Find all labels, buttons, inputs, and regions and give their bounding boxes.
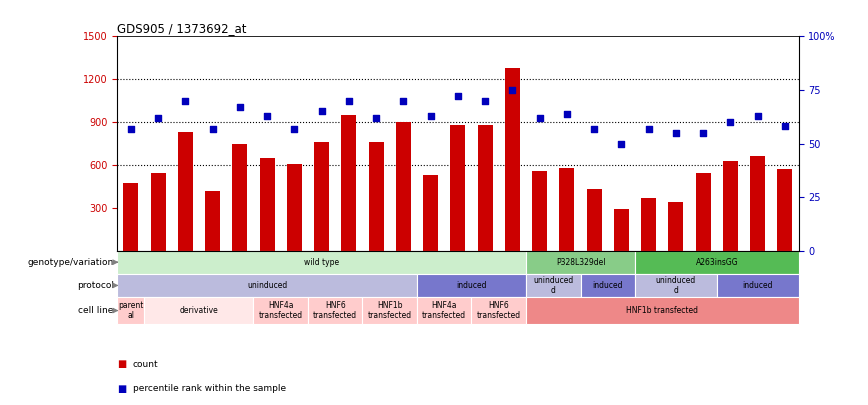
Point bbox=[588, 125, 602, 132]
Text: HNF6
transfected: HNF6 transfected bbox=[313, 301, 358, 320]
Bar bbox=[614, 209, 629, 251]
Text: HNF4a
transfected: HNF4a transfected bbox=[422, 301, 466, 320]
Point bbox=[424, 113, 437, 119]
Point bbox=[287, 125, 301, 132]
Point bbox=[778, 123, 792, 130]
Bar bbox=[123, 183, 138, 251]
Bar bbox=[417, 297, 471, 324]
Text: HNF6
transfected: HNF6 transfected bbox=[477, 301, 521, 320]
Text: ■: ■ bbox=[117, 360, 127, 369]
Bar bbox=[450, 125, 465, 251]
Bar bbox=[150, 173, 166, 251]
Bar bbox=[423, 175, 438, 251]
Point bbox=[641, 125, 655, 132]
Point bbox=[696, 130, 710, 136]
Bar bbox=[778, 169, 792, 251]
Point bbox=[233, 104, 247, 110]
Point bbox=[533, 115, 547, 121]
Point bbox=[124, 125, 138, 132]
Point bbox=[724, 119, 738, 125]
Text: wild type: wild type bbox=[304, 258, 339, 267]
Text: uninduced
d: uninduced d bbox=[656, 276, 696, 295]
Bar bbox=[341, 115, 357, 251]
Bar bbox=[233, 143, 247, 251]
Bar bbox=[117, 251, 526, 274]
Point bbox=[260, 113, 274, 119]
Bar bbox=[635, 274, 717, 297]
Point bbox=[669, 130, 683, 136]
Text: protocol: protocol bbox=[76, 281, 114, 290]
Text: ■: ■ bbox=[117, 384, 127, 394]
Bar bbox=[526, 297, 799, 324]
Point bbox=[478, 98, 492, 104]
Text: GDS905 / 1373692_at: GDS905 / 1373692_at bbox=[117, 22, 247, 35]
Bar bbox=[144, 297, 253, 324]
Bar bbox=[641, 198, 656, 251]
Point bbox=[560, 110, 574, 117]
Bar bbox=[717, 274, 799, 297]
Point bbox=[397, 98, 411, 104]
Bar bbox=[178, 132, 193, 251]
Point bbox=[615, 140, 628, 147]
Text: percentile rank within the sample: percentile rank within the sample bbox=[133, 384, 286, 393]
Bar bbox=[117, 274, 417, 297]
Bar bbox=[750, 156, 766, 251]
Bar bbox=[723, 161, 738, 251]
Text: P328L329del: P328L329del bbox=[556, 258, 605, 267]
Text: uninduced
d: uninduced d bbox=[533, 276, 574, 295]
Text: parent
al: parent al bbox=[118, 301, 143, 320]
Bar bbox=[635, 251, 799, 274]
Bar bbox=[477, 125, 493, 251]
Point bbox=[369, 115, 383, 121]
Bar bbox=[559, 168, 575, 251]
Text: induced: induced bbox=[593, 281, 623, 290]
Bar bbox=[260, 158, 274, 251]
Text: A263insGG: A263insGG bbox=[695, 258, 738, 267]
Bar bbox=[253, 297, 308, 324]
Bar bbox=[471, 297, 526, 324]
Bar bbox=[308, 297, 363, 324]
Bar bbox=[668, 202, 683, 251]
Bar bbox=[363, 297, 417, 324]
Bar bbox=[314, 142, 329, 251]
Bar bbox=[396, 122, 411, 251]
Text: cell line: cell line bbox=[78, 306, 114, 315]
Bar bbox=[505, 68, 520, 251]
Point bbox=[206, 125, 220, 132]
Point bbox=[505, 87, 519, 93]
Point bbox=[151, 115, 165, 121]
Text: induced: induced bbox=[742, 281, 773, 290]
Point bbox=[451, 93, 465, 100]
Text: HNF1b
transfected: HNF1b transfected bbox=[368, 301, 411, 320]
Bar bbox=[286, 164, 302, 251]
Text: genotype/variation: genotype/variation bbox=[28, 258, 114, 267]
Text: HNF4a
transfected: HNF4a transfected bbox=[259, 301, 303, 320]
Point bbox=[751, 113, 765, 119]
Point bbox=[179, 98, 193, 104]
Bar bbox=[526, 274, 581, 297]
Text: HNF1b transfected: HNF1b transfected bbox=[627, 306, 698, 315]
Bar bbox=[526, 251, 635, 274]
Text: induced: induced bbox=[457, 281, 487, 290]
Bar bbox=[369, 142, 384, 251]
Bar bbox=[205, 191, 220, 251]
Point bbox=[342, 98, 356, 104]
Text: derivative: derivative bbox=[180, 306, 219, 315]
Text: count: count bbox=[133, 360, 159, 369]
Bar bbox=[117, 297, 144, 324]
Bar bbox=[581, 274, 635, 297]
Bar bbox=[532, 171, 547, 251]
Point bbox=[315, 108, 329, 115]
Bar bbox=[695, 173, 711, 251]
Bar bbox=[587, 189, 602, 251]
Bar bbox=[417, 274, 526, 297]
Text: uninduced: uninduced bbox=[247, 281, 287, 290]
